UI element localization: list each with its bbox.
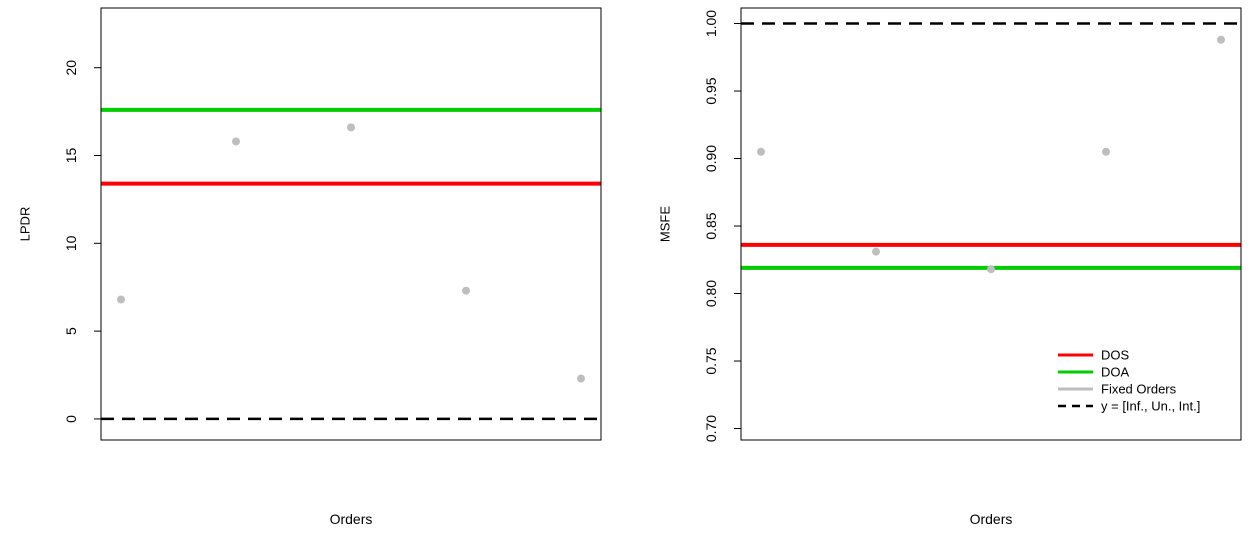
lpdr-plot-frame: [100, 7, 602, 441]
lpdr-y-axis: 0 5 10 15 20: [63, 60, 101, 423]
msfe-point: [1102, 147, 1110, 156]
lpdr-point: [347, 123, 355, 132]
msfe-y-tick-label: 0.95: [703, 77, 719, 104]
msfe-y-axis-label: MSFE: [658, 206, 673, 242]
lpdr-y-tick-label: 5: [63, 327, 79, 335]
lpdr-y-tick-label: 20: [63, 60, 79, 76]
msfe-legend: DOS DOA Fixed Orders y = [Inf., Un., Int.]: [1058, 348, 1200, 414]
msfe-point: [872, 247, 880, 256]
msfe-y-tick-label: 0.75: [703, 347, 719, 374]
lpdr-point: [577, 374, 585, 383]
msfe-point: [1217, 35, 1225, 44]
lpdr-points: [117, 123, 585, 383]
legend-label: DOS: [1101, 348, 1130, 363]
msfe-y-tick-label: 0.90: [703, 145, 719, 172]
msfe-plot-frame: [740, 7, 1242, 441]
msfe-points: [757, 35, 1225, 274]
legend-label: Fixed Orders: [1101, 382, 1177, 397]
msfe-x-axis-label: Orders: [970, 511, 1013, 527]
msfe-panel: 0.70 0.75 0.80 0.85 0.90 0.95 1.00 MSFE Orders…: [658, 7, 1242, 527]
lpdr-point: [462, 286, 470, 295]
msfe-point: [987, 265, 995, 274]
msfe-y-tick-label: 0.70: [703, 415, 719, 442]
lpdr-panel: 0 5 10 15 20 LPDR Orders: [18, 7, 602, 527]
legend-label: y = [Inf., Un., Int.]: [1101, 399, 1200, 414]
lpdr-y-tick-label: 0: [63, 415, 79, 423]
msfe-y-tick-label: 1.00: [703, 10, 719, 37]
lpdr-point: [232, 137, 240, 146]
lpdr-y-tick-label: 10: [63, 235, 79, 251]
legend-label: DOA: [1101, 365, 1130, 380]
msfe-hlines: [741, 22, 1241, 270]
msfe-point: [757, 147, 765, 156]
lpdr-hlines: [101, 107, 601, 421]
lpdr-point: [117, 295, 125, 304]
lpdr-y-tick-label: 15: [63, 148, 79, 164]
lpdr-y-axis-label: LPDR: [18, 207, 33, 242]
msfe-y-axis: 0.70 0.75 0.80 0.85 0.90 0.95 1.00: [703, 10, 741, 442]
msfe-y-tick-label: 0.85: [703, 212, 719, 239]
lpdr-x-axis-label: Orders: [330, 511, 373, 527]
msfe-y-tick-label: 0.80: [703, 280, 719, 307]
